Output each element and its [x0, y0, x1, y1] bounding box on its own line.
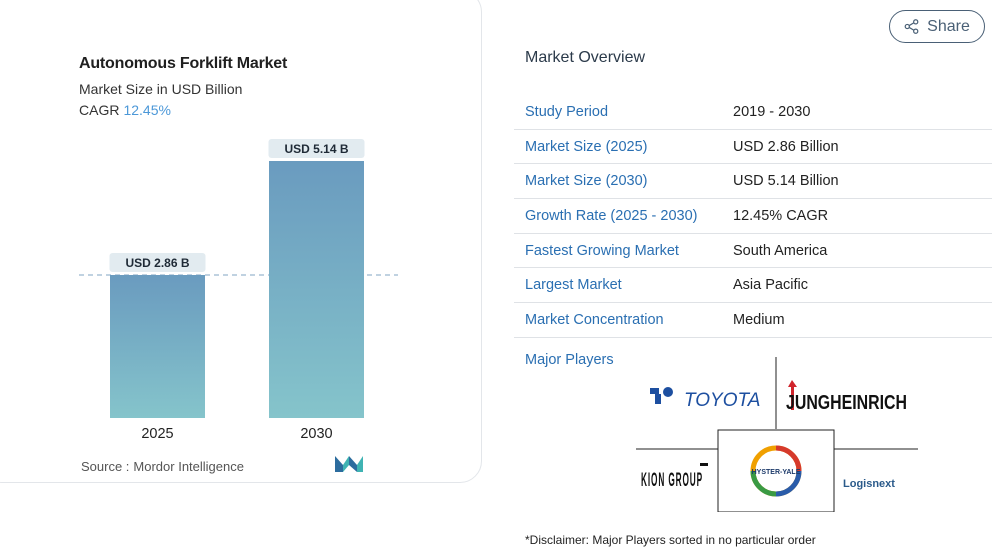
kion-group-logo: KION GROUP: [641, 463, 708, 491]
bar-2030: [269, 161, 364, 418]
overview-value: 2019 - 2030: [733, 104, 810, 120]
chart-title: Autonomous Forklift Market: [79, 55, 287, 73]
overview-key: Study Period: [514, 104, 733, 120]
source-value: Mordor Intelligence: [133, 459, 244, 474]
share-button[interactable]: Share: [889, 10, 985, 43]
overview-key: Market Concentration: [514, 312, 733, 328]
toyota-logo: TOYOTA: [650, 387, 760, 411]
major-players-label: Major Players: [525, 352, 614, 368]
overview-row-concentration: Market Concentration Medium: [514, 303, 992, 338]
overview-key: Growth Rate (2025 - 2030): [514, 208, 733, 224]
overview-value: USD 2.86 Billion: [733, 139, 839, 155]
cagr-label: CAGR: [79, 102, 119, 118]
overview-row-study-period: Study Period 2019 - 2030: [514, 95, 992, 130]
overview-value: Medium: [733, 312, 785, 328]
bar-chart: USD 2.86 B 2025 USD 5.14 B 2030: [70, 125, 410, 450]
overview-row-growth-rate: Growth Rate (2025 - 2030) 12.45% CAGR: [514, 199, 992, 234]
chart-subtitle: Market Size in USD Billion: [79, 81, 242, 97]
overview-key: Market Size (2025): [514, 139, 733, 155]
overview-title: Market Overview: [525, 49, 645, 67]
mordor-intelligence-logo-icon: [335, 456, 363, 472]
hyster-yale-logo: HYSTER-YALE: [752, 448, 801, 494]
overview-key: Market Size (2030): [514, 173, 733, 189]
data-label: USD 5.14 B: [284, 142, 348, 156]
overview-table: Study Period 2019 - 2030 Market Size (20…: [514, 95, 992, 338]
overview-value: South America: [733, 243, 827, 259]
overview-value: USD 5.14 Billion: [733, 173, 839, 189]
overview-row-fastest-growing: Fastest Growing Market South America: [514, 234, 992, 269]
overview-value: 12.45% CAGR: [733, 208, 828, 224]
major-players-logos: TOYOTA JUNGHEINRICH KION GROUP HYSTER-YA…: [636, 357, 918, 512]
overview-row-largest-market: Largest Market Asia Pacific: [514, 268, 992, 303]
jungheinrich-logo: JUNGHEINRICH: [786, 380, 907, 414]
jungheinrich-logo-text: JUNGHEINRICH: [786, 392, 907, 414]
x-tick-label: 2025: [141, 426, 173, 442]
disclaimer: *Disclaimer: Major Players sorted in no …: [525, 533, 816, 547]
overview-key: Largest Market: [514, 277, 733, 293]
chart-cagr: CAGR 12.45%: [79, 102, 171, 118]
chart-source: Source : Mordor Intelligence: [81, 459, 244, 474]
share-icon: [904, 19, 919, 34]
cagr-value: 12.45%: [123, 102, 170, 118]
source-label: Source :: [81, 459, 129, 474]
logisnext-logo-text: Logisnext: [843, 478, 895, 490]
toyota-logo-text: TOYOTA: [684, 390, 760, 411]
kion-logo-text: KION GROUP: [641, 470, 703, 491]
bar-2025: [110, 275, 205, 418]
hyster-yale-logo-text: HYSTER-YALE: [752, 469, 801, 476]
overview-row-market-size-2025: Market Size (2025) USD 2.86 Billion: [514, 130, 992, 165]
overview-key: Fastest Growing Market: [514, 243, 733, 259]
overview-value: Asia Pacific: [733, 277, 808, 293]
share-label: Share: [927, 18, 970, 36]
overview-row-market-size-2030: Market Size (2030) USD 5.14 Billion: [514, 164, 992, 199]
x-tick-label: 2030: [300, 426, 332, 442]
data-label: USD 2.86 B: [125, 256, 189, 270]
